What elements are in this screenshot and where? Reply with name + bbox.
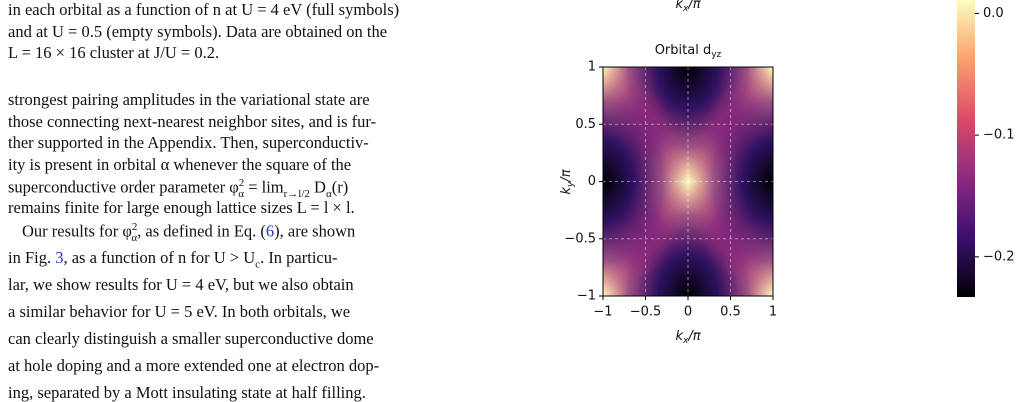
text: 2: [238, 177, 245, 189]
x-tick-label: 0.5: [720, 305, 741, 320]
x-tick-label: −0.5: [630, 305, 662, 320]
heatmap: [603, 67, 773, 296]
text: α: [131, 231, 138, 244]
text-line: ther supported in the Appendix. Then, su…: [8, 133, 369, 152]
text-line: ing, separated by a Mott insulating stat…: [8, 383, 366, 402]
text: . In particu-: [260, 248, 338, 267]
caption-line: L = 16 × 16 cluster at J/U = 0.2.: [8, 43, 220, 62]
text: superconductive order parameter φ: [8, 177, 239, 197]
axis-label: kx/π: [675, 0, 700, 14]
x-tick-label: 1: [769, 305, 777, 320]
text-line: superconductive order parameter φ2α = li…: [8, 178, 348, 200]
x-axis-label: kx/π: [675, 329, 700, 346]
text-line: strongest pairing amplitudes in the vari…: [8, 90, 370, 109]
text-line: Our results for φ2α, as defined in Eq. (…: [22, 222, 355, 244]
y-tick-label: 1: [588, 60, 596, 75]
y-axis-label: ky/π: [559, 169, 576, 194]
colorbar: [957, 0, 975, 297]
text: , as a function of n for U > U: [63, 248, 256, 267]
text: (r): [331, 177, 349, 197]
text: Our results for φ: [22, 221, 132, 241]
text-line: ity is present in orbital α whenever the…: [8, 155, 352, 174]
link[interactable]: 3: [55, 248, 64, 267]
text: α: [238, 187, 245, 200]
text-line: a similar behavior for U = 5 eV. In both…: [8, 302, 351, 321]
y-tick-label: −0.5: [564, 231, 596, 246]
colorbar-tick-label: −0.2: [983, 249, 1015, 264]
text: D: [309, 177, 326, 197]
text-line: those connecting next-nearest neighbor s…: [8, 112, 377, 131]
y-tick-label: −1: [577, 289, 596, 304]
plot-title: Orbital dyz: [655, 43, 722, 60]
y-tick-label: 0.5: [575, 117, 596, 132]
text-line: can clearly distinguish a smaller superc…: [8, 329, 374, 348]
colorbar-tick-label: 0.0: [983, 6, 1004, 21]
text: α: [325, 187, 332, 200]
colorbar-tick-label: −0.1: [983, 128, 1015, 143]
y-tick-label: 0: [588, 174, 596, 189]
link[interactable]: 6: [265, 221, 275, 241]
caption-line: in each orbital as a function of n at U …: [8, 0, 400, 19]
caption-line: and at U = 0.5 (empty symbols). Data are…: [8, 22, 388, 41]
x-tick-label: 0: [684, 305, 692, 320]
text: = lim: [244, 177, 284, 197]
x-tick-label: −1: [593, 305, 612, 320]
text: c: [255, 258, 261, 271]
text-line: lar, we show results for U = 4 eV, but w…: [8, 275, 354, 294]
text: in Fig.: [8, 248, 56, 267]
text: r→l/2: [283, 187, 310, 200]
text: 2: [131, 221, 138, 233]
text: ), are shown: [274, 221, 356, 241]
text: , as defined in Eq. (: [137, 221, 266, 241]
text-line: remains finite for large enough lattice …: [8, 198, 355, 217]
text-line: in Fig. 3, as a function of n for U > Uc…: [8, 248, 338, 271]
text-line: at hole doping and a more extended one a…: [8, 356, 380, 375]
